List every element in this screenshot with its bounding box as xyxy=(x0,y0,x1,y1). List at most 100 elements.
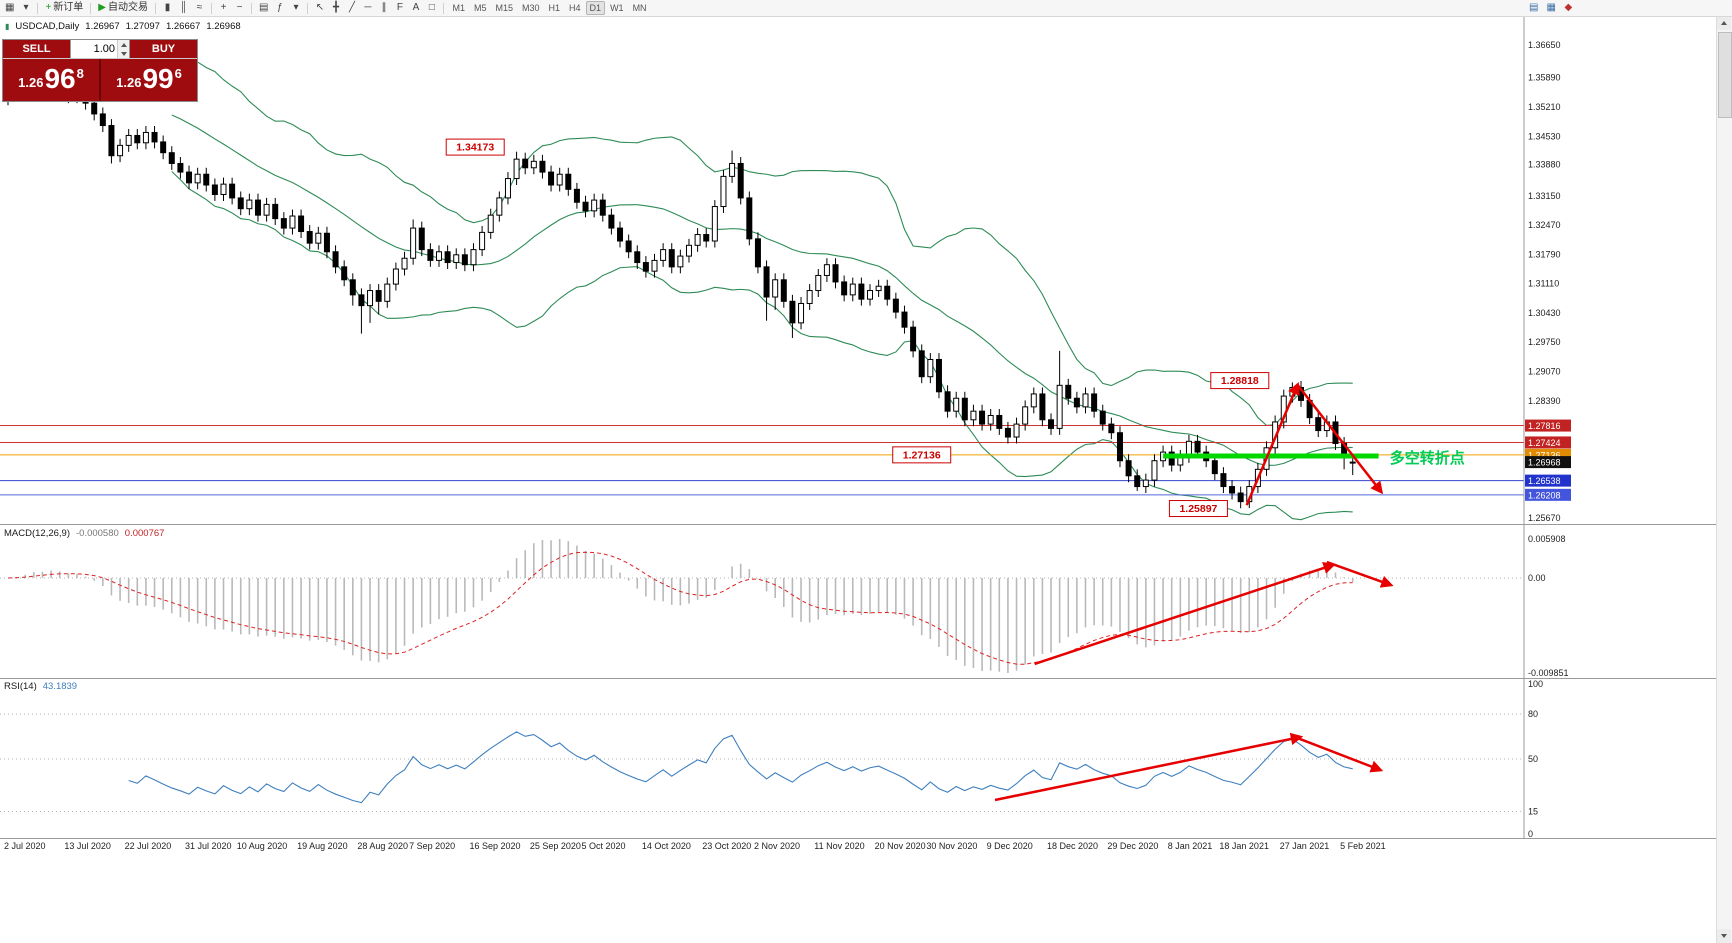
price-callout-box[interactable] xyxy=(1168,500,1228,518)
volume-input[interactable] xyxy=(71,40,117,58)
svg-text:1.29750: 1.29750 xyxy=(1528,337,1561,347)
bid-big-digits: 96 xyxy=(44,63,76,94)
svg-text:22 Jul 2020: 22 Jul 2020 xyxy=(125,841,172,851)
line-chart-button[interactable]: ≈ xyxy=(192,1,207,15)
indicators-button[interactable]: ƒ xyxy=(272,1,287,15)
tile-windows-button[interactable]: ▤ xyxy=(256,1,271,15)
volume-field xyxy=(70,40,130,58)
buy-button[interactable]: BUY xyxy=(130,40,197,58)
ask-price-button[interactable]: 1.26 99 6 xyxy=(99,59,197,101)
price-callout-text: 1.25897 xyxy=(1179,503,1217,515)
svg-text:0: 0 xyxy=(1528,829,1533,839)
trendline-button-icon: ╱ xyxy=(348,2,355,13)
down-arrow-icon xyxy=(120,51,127,56)
rsi-line xyxy=(128,731,1353,804)
new-order-button[interactable]: + 新订单 xyxy=(42,1,86,15)
bid-price-button[interactable]: 1.26 96 8 xyxy=(3,59,99,101)
market-watch-button[interactable]: ▤ xyxy=(1526,1,1541,15)
toolbar-separator xyxy=(155,2,156,14)
timeframe-h1-button[interactable]: H1 xyxy=(545,1,565,15)
chart-profiles-dropdown[interactable]: ▾ xyxy=(18,1,33,15)
scroll-up-icon xyxy=(1721,21,1727,25)
cursor-button[interactable]: ↖ xyxy=(312,1,327,15)
macd-trend-arrow[interactable] xyxy=(1034,561,1336,666)
volume-up-button[interactable] xyxy=(118,40,129,49)
equidistant-channel-button[interactable]: ∥ xyxy=(376,1,391,15)
scroll-up-button[interactable] xyxy=(1717,16,1731,30)
text-label-button[interactable]: A xyxy=(408,1,423,15)
svg-text:1.27136: 1.27136 xyxy=(1528,450,1561,460)
new-chart-button[interactable]: ▦ xyxy=(2,1,17,15)
svg-text:5 Feb 2021: 5 Feb 2021 xyxy=(1340,841,1386,851)
new-chart-button-icon: ▦ xyxy=(5,2,15,13)
trend-arrow[interactable] xyxy=(1245,382,1300,506)
timeframe-m1-button[interactable]: M1 xyxy=(448,1,469,15)
svg-text:28 Aug 2020: 28 Aug 2020 xyxy=(357,841,408,851)
svg-text:20 Nov 2020: 20 Nov 2020 xyxy=(875,841,926,851)
chart-ohlc-info: ▮ USDCAD,Daily 1.26967 1.27097 1.26667 1… xyxy=(5,21,241,32)
price-callouts[interactable]: 1.34173 1.28818 1.27136 1.25897 xyxy=(445,138,1270,518)
toolbar-right-buttons: ▤ ▦ ◆ xyxy=(1526,1,1576,15)
scrollbar-thumb[interactable] xyxy=(1718,32,1732,118)
trendline-button[interactable]: ╱ xyxy=(344,1,359,15)
svg-text:11 Nov 2020: 11 Nov 2020 xyxy=(814,841,864,851)
timeframe-d1-button[interactable]: D1 xyxy=(585,1,606,15)
vertical-scrollbar[interactable] xyxy=(1716,16,1732,943)
svg-text:1.33880: 1.33880 xyxy=(1528,159,1561,169)
alerts-button[interactable]: ◆ xyxy=(1561,1,1576,15)
autotrading-button-icon: ▶ xyxy=(98,2,106,13)
svg-text:1.36650: 1.36650 xyxy=(1528,40,1561,50)
bar-chart-button[interactable]: ║ xyxy=(176,1,191,15)
symbol-name: USDCAD,Daily xyxy=(15,21,80,32)
svg-text:1.34530: 1.34530 xyxy=(1528,131,1561,141)
svg-text:0.005908: 0.005908 xyxy=(1528,534,1566,544)
timeframe-h4-button[interactable]: H4 xyxy=(565,1,585,15)
price-axis: 1.36650 1.35890 1.35210 1.34530 1.33880 1.331… xyxy=(1523,16,1561,838)
rsi-trend-arrow[interactable] xyxy=(994,732,1304,802)
svg-text:1.32470: 1.32470 xyxy=(1528,220,1561,230)
candlestick-chart-button[interactable]: ▮ xyxy=(160,1,175,15)
horizontal-line-button[interactable]: ─ xyxy=(360,1,375,15)
toolbar-buttons: ▦ ▾ + 新订单 ▶ 自动交易 ▮ ║ ≈ + − ▤ ƒ ▾ ↖ ╋ ╱ ─ ∥ F A □ M1 M5 M15 M30 H1 H… xyxy=(0,1,651,15)
price-callout-box[interactable] xyxy=(445,138,505,156)
timeframe-m15-button[interactable]: M15 xyxy=(491,1,517,15)
price-callout-box[interactable] xyxy=(892,446,952,464)
rsi-name: RSI(14) xyxy=(4,681,37,692)
trend-arrow[interactable] xyxy=(1296,384,1384,495)
turning-point-annotation[interactable]: 多空转折点 xyxy=(1163,449,1465,467)
indicators-dropdown[interactable]: ▾ xyxy=(288,1,303,15)
svg-text:23 Oct 2020: 23 Oct 2020 xyxy=(702,841,751,851)
svg-text:1.26208: 1.26208 xyxy=(1528,490,1561,500)
rsi-trend-arrow[interactable] xyxy=(1294,735,1384,773)
scroll-down-button[interactable] xyxy=(1717,929,1731,943)
zoom-out-button[interactable]: − xyxy=(232,1,247,15)
svg-text:1.30430: 1.30430 xyxy=(1528,308,1561,318)
fibonacci-button[interactable]: F xyxy=(392,1,407,15)
price-axis-tags: 1.27816 1.27424 1.27136 1.26538 1.26208 1.269… xyxy=(1525,419,1571,501)
horizontal-price-lines[interactable] xyxy=(0,425,1524,496)
volume-down-button[interactable] xyxy=(118,49,129,58)
sell-button[interactable]: SELL xyxy=(3,40,70,58)
macd-trend-arrow[interactable] xyxy=(1326,560,1394,588)
timeframe-mn-button[interactable]: MN xyxy=(629,1,651,15)
svg-text:29 Dec 2020: 29 Dec 2020 xyxy=(1107,841,1158,851)
trade-controls-row: SELL BUY xyxy=(3,40,197,59)
data-window-button[interactable]: ▦ xyxy=(1543,1,1558,15)
timeframe-w1-button[interactable]: W1 xyxy=(606,1,628,15)
timeframe-m5-button[interactable]: M5 xyxy=(470,1,491,15)
svg-text:2 Jul 2020: 2 Jul 2020 xyxy=(4,841,46,851)
rsi-axis-labels: 100 80 50 15 0 xyxy=(1528,679,1543,839)
svg-text:25 Sep 2020: 25 Sep 2020 xyxy=(530,841,581,851)
timeframe-m30-button[interactable]: M30 xyxy=(518,1,544,15)
turning-point-label: 多空转折点 xyxy=(1390,449,1465,467)
zoom-in-button[interactable]: + xyxy=(216,1,231,15)
trend-arrows[interactable] xyxy=(1245,382,1384,506)
price-callout-box[interactable] xyxy=(1210,372,1270,390)
crosshair-button[interactable]: ╋ xyxy=(328,1,343,15)
autotrading-button[interactable]: ▶ 自动交易 xyxy=(95,1,151,15)
shapes-button[interactable]: □ xyxy=(424,1,439,15)
one-click-trading-panel: SELL BUY 1.26 96 8 1.26 99 6 xyxy=(2,39,198,102)
svg-text:27 Jan 2021: 27 Jan 2021 xyxy=(1280,841,1330,851)
svg-text:14 Oct 2020: 14 Oct 2020 xyxy=(642,841,691,851)
